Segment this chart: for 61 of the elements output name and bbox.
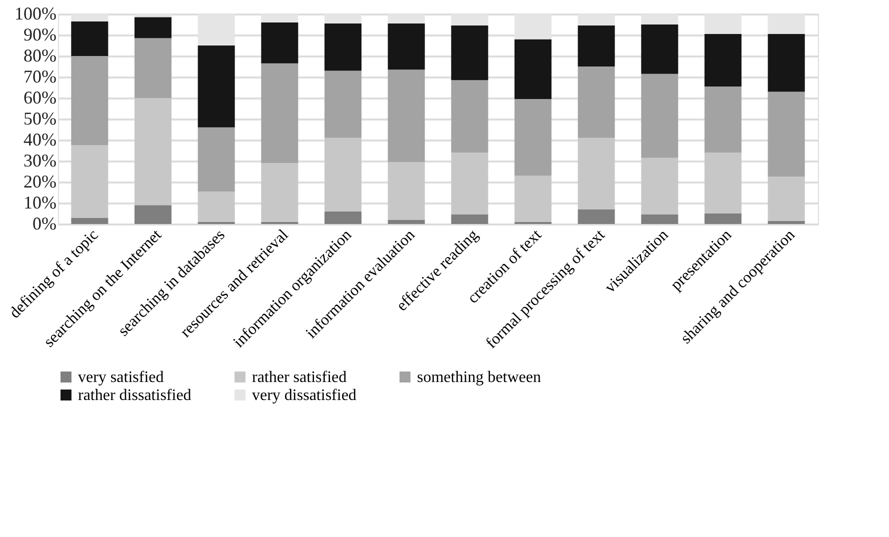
bar — [451, 26, 488, 80]
bar — [71, 145, 108, 218]
bar — [578, 209, 615, 224]
bar — [578, 66, 615, 138]
bar — [641, 158, 678, 215]
bar — [134, 205, 172, 224]
y-tick-label: 80% — [24, 46, 56, 66]
legend-label: very dissatisfied — [252, 387, 356, 404]
y-tick-label: 90% — [24, 24, 56, 44]
y-tick-label: 0% — [32, 214, 56, 234]
bar — [768, 34, 805, 92]
legend-label: rather dissatisfied — [78, 387, 192, 404]
bar — [261, 163, 298, 222]
bar — [71, 56, 108, 146]
bar — [641, 74, 678, 158]
bar — [704, 152, 742, 214]
y-tick-label: 60% — [24, 88, 56, 108]
y-tick-label: 100% — [14, 4, 56, 24]
bar — [388, 220, 425, 224]
bar — [451, 214, 488, 224]
bar — [514, 99, 552, 176]
bar — [578, 26, 615, 66]
bar — [704, 86, 742, 153]
bar — [641, 214, 678, 224]
bar — [261, 63, 298, 164]
bar — [451, 80, 488, 153]
y-tick-label: 10% — [24, 192, 56, 212]
bar — [451, 152, 488, 215]
legend-label: rather satisfied — [252, 369, 347, 386]
y-tick-label: 50% — [24, 108, 56, 128]
bar — [388, 70, 425, 162]
bar — [134, 38, 172, 98]
bar — [324, 211, 362, 224]
bar — [324, 23, 362, 71]
bar — [768, 176, 805, 221]
y-tick-label: 20% — [24, 172, 56, 192]
legend-label: very satisfied — [78, 369, 164, 386]
y-tick-label: 40% — [24, 130, 56, 150]
bar — [768, 220, 805, 224]
bar — [324, 70, 362, 138]
bar — [198, 127, 235, 192]
bar — [134, 98, 172, 206]
bar — [641, 24, 678, 74]
bar — [768, 92, 805, 177]
bar — [71, 218, 108, 224]
bar — [388, 162, 425, 220]
bar — [704, 214, 742, 224]
bar — [261, 22, 298, 64]
bar — [514, 176, 552, 222]
bar — [388, 23, 425, 70]
bar — [514, 39, 552, 100]
y-tick-label: 30% — [24, 150, 56, 170]
y-tick-label: 70% — [24, 66, 56, 86]
bar — [704, 34, 742, 86]
bar — [198, 46, 235, 128]
legend-label: something between — [417, 369, 541, 386]
bar — [578, 138, 615, 210]
bar — [324, 138, 362, 212]
bar — [71, 21, 108, 56]
bar — [198, 191, 235, 222]
bar — [134, 17, 172, 38]
